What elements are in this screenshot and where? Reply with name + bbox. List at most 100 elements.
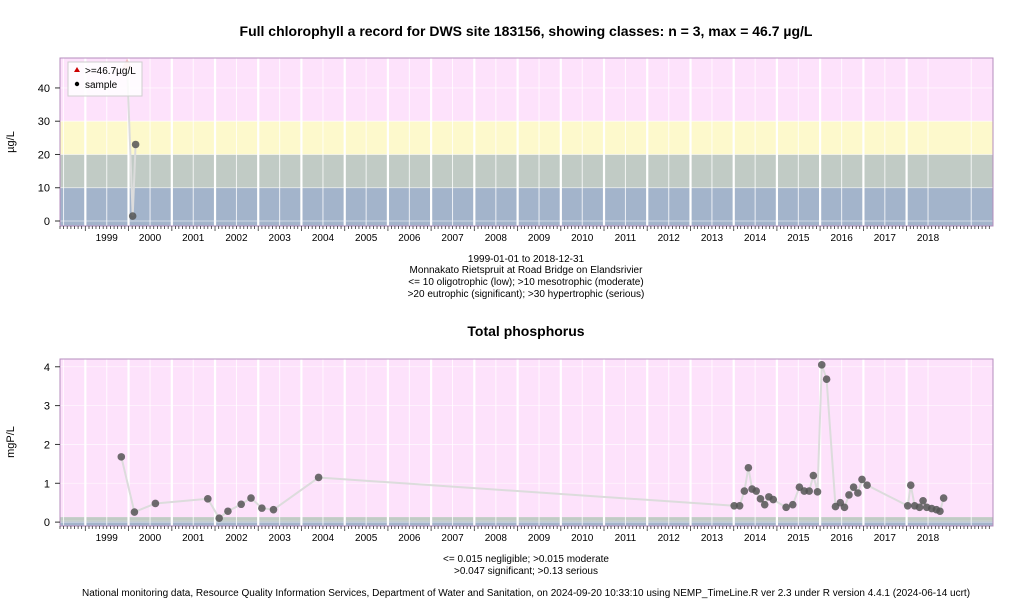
chlorophyll-data-point [131,140,140,149]
legend-label-sample: sample [85,80,118,91]
phosphorus-x-tick-label: 1999 [96,533,119,544]
chlorophyll-y-axis-label: µg/L [5,131,17,153]
chlorophyll-x-tick-label: 2008 [485,233,508,244]
phosphorus-data-point [760,500,769,509]
chlorophyll-panel: Full chlorophyll a record for DWS site 1… [5,23,994,300]
phosphorus-data-points [117,361,948,523]
phosphorus-band-0 [60,521,993,526]
chlorophyll-gridlines [60,58,993,226]
chlorophyll-y-tick-label: 20 [38,149,50,161]
phosphorus-x-tick-label: 2015 [787,533,810,544]
phosphorus-data-point [817,361,826,369]
phosphorus-data-point [756,495,765,503]
phosphorus-data-point [204,495,212,503]
legend-label-max: >=46.7µg/L [85,66,136,77]
phosphorus-data-point [863,481,871,490]
chlorophyll-band-0 [60,187,993,226]
chlorophyll-plot-frame [59,57,994,227]
chlorophyll-x-tick-label: 2009 [528,233,551,244]
phosphorus-data-point [936,507,944,516]
chlorophyll-x-tick-label: 2014 [744,233,767,244]
phosphorus-data-point [809,471,818,480]
phosphorus-plot-frame [59,358,994,527]
phosphorus-x-tick-label: 2010 [571,533,594,544]
phosphorus-class-bands [60,359,993,526]
phosphorus-y-tick-label: 0 [44,517,50,529]
phosphorus-data-point [237,500,245,509]
phosphorus-band-3 [60,359,993,518]
phosphorus-x-tick-label: 2016 [831,533,854,544]
chlorophyll-x-tick-label: 2017 [874,233,897,244]
phosphorus-x-tick-label: 2004 [312,533,335,544]
chlorophyll-x-tick-label: 2011 [615,233,637,244]
legend-triangle-icon [74,67,80,72]
phosphorus-data-point [130,508,139,516]
chlorophyll-x-tick-label: 2003 [269,233,292,244]
chlorophyll-y-tick-label: 10 [38,183,50,195]
chlorophyll-y-tick-label: 40 [38,83,50,95]
phosphorus-data-point [740,487,749,495]
phosphorus-data-point [744,463,753,472]
phosphorus-band-2 [60,517,993,521]
phosphorus-data-point [215,514,223,523]
chlorophyll-x-tick-label: 2007 [441,233,464,244]
chlorophyll-x-tick-label: 2012 [658,233,681,244]
chlorophyll-x-tick-label: 2010 [571,233,594,244]
chlorophyll-x-tick-label: 1999 [96,233,119,244]
chlorophyll-x-tick-label: 2018 [917,233,940,244]
phosphorus-x-tick-label: 2005 [355,533,378,544]
phosphorus-x-tick-label: 2008 [485,533,508,544]
phosphorus-x-tick-label: 2000 [139,533,162,544]
phosphorus-data-point [735,502,744,510]
phosphorus-data-point [224,507,232,516]
phosphorus-data-point [269,505,278,514]
phosphorus-x-tick-label: 2013 [701,533,724,544]
phosphorus-x-tick-label: 2003 [269,533,292,544]
phosphorus-x-axis: 1999 2000 2001 2002 2003 2004 2005 2006 2007 2008… [59,526,990,544]
phosphorus-data-point [906,481,915,490]
legend-dot-icon [74,81,80,87]
phosphorus-data-point [939,494,948,502]
phosphorus-data-point [730,502,738,510]
chlorophyll-x-tick-label: 2013 [701,233,724,244]
phosphorus-x-tick-label: 2018 [917,533,940,544]
chlorophyll-data-point [128,212,137,220]
phosphorus-data-point [840,503,849,512]
chlorophyll-x-axis: 1999 2000 2001 2002 2003 2004 2005 2006 2007 2008… [59,226,990,244]
chlorophyll-x-tick-label: 2004 [312,233,335,244]
phosphorus-data-point [782,503,790,512]
phosphorus-x-tick-label: 2017 [874,533,897,544]
chlorophyll-x-tick-label: 2015 [787,233,810,244]
phosphorus-x-tick-label: 2002 [225,533,248,544]
chlorophyll-x-tick-label: 2006 [398,233,421,244]
phosphorus-gridlines [60,359,993,526]
phosphorus-x-tick-label: 2001 [182,533,205,544]
phosphorus-band-1 [60,520,993,522]
chlorophyll-x-tick-label: 2001 [182,233,205,244]
phosphorus-data-point [858,475,866,484]
chlorophyll-x-tick-label: 2002 [225,233,248,244]
phosphorus-data-point [151,499,160,508]
phosphorus-x-tick-label: 2007 [441,533,464,544]
chlorophyll-y-tick-label: 30 [38,116,50,128]
chlorophyll-band-1 [60,154,993,188]
chlorophyll-note-3: <= 10 oligotrophic (low); >10 mesotrophi… [408,277,643,288]
chlorophyll-note-4: >20 eutrophic (significant); >30 hypertr… [408,289,645,300]
footer-credit: National monitoring data, Resource Quali… [82,588,970,599]
phosphorus-data-point [247,494,255,502]
phosphorus-chart-title: Total phosphorus [467,323,584,339]
chlorophyll-class-bands [60,58,993,226]
phosphorus-data-point [919,496,927,505]
chlorophyll-note-1: 1999-01-01 to 2018-12-31 [468,254,585,265]
phosphorus-x-tick-label: 2009 [528,533,551,544]
phosphorus-x-tick-label: 2014 [744,533,767,544]
phosphorus-x-tick-label: 2011 [615,533,637,544]
legend-box [67,61,143,97]
chlorophyll-note-2: Monnakato Rietspruit at Road Bridge on E… [410,265,644,276]
chlorophyll-band-3 [60,58,993,122]
phosphorus-y-axis: 0 1 2 3 4 [44,362,60,529]
chlorophyll-band-2 [60,121,993,155]
phosphorus-data-point [845,491,853,499]
phosphorus-data-point [903,502,912,510]
